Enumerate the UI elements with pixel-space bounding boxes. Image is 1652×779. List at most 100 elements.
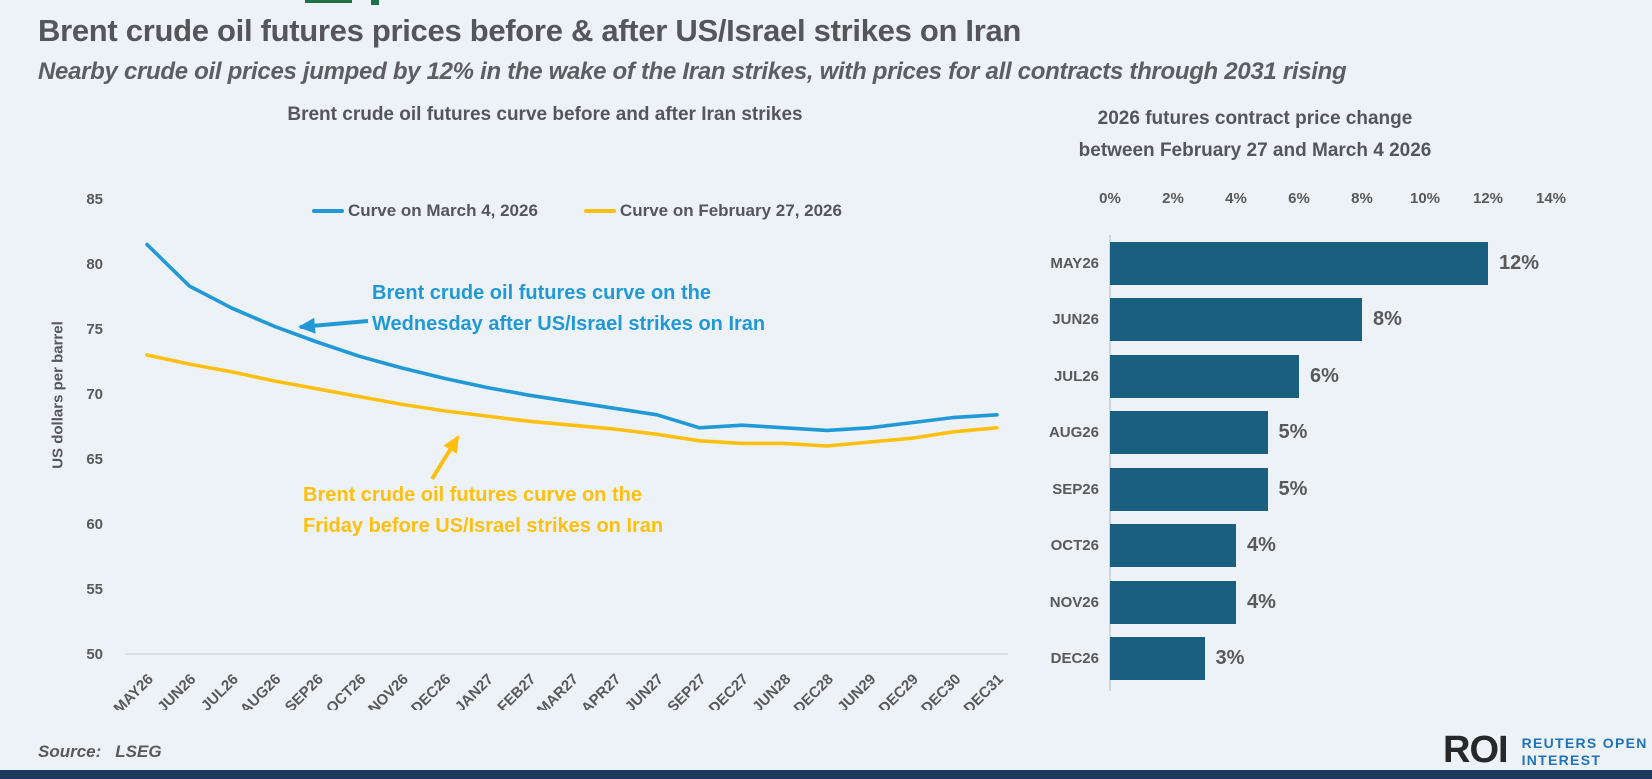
bar-dec26 [1110, 637, 1205, 681]
bar-category-label: NOV26 [1049, 593, 1099, 611]
y-tick-label: 80 [86, 256, 103, 273]
y-tick-label: 55 [86, 581, 103, 598]
bar-aug26 [1110, 411, 1268, 455]
x-tick-label: SEP27 [664, 671, 709, 710]
x-tick-label: DEC26 [408, 671, 454, 710]
bar-category-label: SEP26 [1052, 480, 1099, 498]
x-tick-label: DEC28 [791, 671, 837, 710]
curve-february-27 [145, 353, 999, 448]
line-chart-title: Brent crude oil futures curve before and… [287, 104, 803, 125]
x-tick-label: JUN26 [154, 671, 199, 710]
source-note: Source: LSEG [38, 742, 162, 762]
legend-item-march: Curve on March 4, 2026 [312, 201, 538, 221]
bar-row-nov26: NOV26 4% [1042, 574, 1642, 631]
legend-swatch-blue [312, 209, 344, 213]
legend-item-february: Curve on February 27, 2026 [583, 201, 842, 221]
bar-x-tick-label: 14% [1535, 190, 1567, 207]
x-tick-label: FEB27 [494, 671, 539, 710]
bar-x-tick-label: 2% [1162, 190, 1184, 207]
x-tick-label: DEC27 [706, 671, 752, 710]
annotation-after-line1: Brent crude oil futures curve on the [372, 282, 711, 304]
x-tick-label: APR27 [578, 671, 624, 710]
bar-jun26 [1110, 298, 1362, 342]
x-tick-label: NOV26 [365, 671, 412, 710]
x-tick-label: JUN28 [749, 671, 794, 710]
bar-category-label: AUG26 [1048, 424, 1099, 442]
green-accent-dot [371, 0, 379, 5]
bottom-accent-bar [0, 770, 1652, 779]
bar-value-label: 4% [1247, 590, 1276, 613]
bar-chart-title: 2026 futures contract price change betwe… [1040, 103, 1470, 167]
y-tick-label: 65 [86, 451, 103, 468]
bar-category-label: DEC26 [1050, 650, 1099, 668]
arrow-to-yellow-curve [430, 435, 460, 481]
x-tick-label: DEC29 [876, 671, 922, 710]
bar-category-label: MAY26 [1050, 254, 1099, 272]
x-tick-label: DEC31 [961, 671, 1007, 710]
line-chart-plot: 8580757065605550MAY26JUN26JUL26AUG26SEP2… [86, 191, 1008, 710]
page-title: Brent crude oil futures prices before & … [38, 13, 1022, 48]
bar-value-label: 3% [1215, 647, 1245, 670]
bar-sep26 [1110, 467, 1268, 511]
bar-chart-x-axis: 0% 2% 4% 6% 8% 10% 12% 14% [1042, 190, 1642, 210]
roi-logo: ROI REUTERS OPEN INTEREST [1443, 731, 1648, 769]
bar-category-label: OCT26 [1050, 537, 1099, 555]
bar-value-label: 4% [1247, 534, 1276, 557]
bar-row-jul26: JUL26 6% [1042, 348, 1642, 405]
bar-chart-title-line2: between February 27 and March 4 2026 [1078, 140, 1432, 161]
annotation-after-line2: Wednesday after US/Israel strikes on Ira… [372, 313, 766, 335]
x-tick-label: MAY26 [110, 671, 156, 710]
x-tick-label: MAR27 [534, 671, 582, 710]
bar-may26 [1110, 241, 1488, 285]
roi-logo-line2: INTEREST [1521, 752, 1602, 768]
y-tick-label: 85 [86, 191, 103, 208]
bar-chart-title-line1: 2026 futures contract price change [1097, 108, 1413, 129]
annotation-before-strikes: Brent crude oil futures curve on the Fri… [303, 480, 663, 542]
bar-category-label: JUL26 [1053, 367, 1099, 385]
annotation-before-line2: Friday before US/Israel strikes on Iran [303, 515, 664, 537]
legend-label-february: Curve on February 27, 2026 [619, 201, 842, 220]
roi-logo-mark: ROI [1443, 729, 1509, 771]
bar-row-may26: MAY26 12% [1042, 235, 1642, 292]
bar-nov26 [1110, 580, 1236, 624]
x-tick-label: JUN27 [622, 671, 667, 710]
bar-value-label: 5% [1278, 421, 1308, 444]
bar-value-label: 5% [1278, 477, 1308, 500]
bar-category-label: JUN26 [1052, 311, 1099, 329]
x-tick-label: JUL26 [198, 671, 242, 710]
roi-logo-text: REUTERS OPEN INTEREST [1522, 735, 1648, 769]
x-tick-label: JUN29 [834, 671, 879, 710]
bar-x-tick-label: 6% [1288, 190, 1310, 207]
annotation-before-line1: Brent crude oil futures curve on the [303, 484, 642, 506]
bar-row-jun26: JUN26 8% [1042, 292, 1642, 349]
bar-x-tick-label: 10% [1409, 190, 1441, 207]
y-tick-label: 70 [86, 386, 103, 403]
x-tick-label: OCT26 [323, 671, 369, 710]
bar-oct26 [1110, 524, 1236, 568]
legend-label-march: Curve on March 4, 2026 [348, 201, 538, 220]
bar-chart-axis-line [1109, 235, 1111, 691]
source-value: LSEG [115, 742, 162, 761]
bar-chart-plot: 0% 2% 4% 6% 8% 10% 12% 14% MAY26 12% JUN26 8% JUL26… [1042, 190, 1642, 700]
page-subtitle: Nearby crude oil prices jumped by 12% in… [38, 58, 1347, 85]
bar-x-tick-label: 8% [1351, 190, 1373, 207]
bar-x-tick-label: 12% [1472, 190, 1504, 207]
y-tick-label: 60 [86, 516, 103, 533]
source-label: Source: [38, 742, 102, 761]
annotation-after-strikes: Brent crude oil futures curve on the Wed… [372, 278, 765, 340]
y-tick-label: 50 [86, 646, 103, 663]
roi-logo-line1: REUTERS OPEN [1521, 735, 1648, 751]
curve-march-4 [145, 242, 999, 433]
x-tick-label: AUG26 [237, 671, 284, 710]
bar-row-dec26: DEC26 3% [1042, 631, 1642, 688]
bar-row-oct26: OCT26 4% [1042, 518, 1642, 575]
bar-value-label: 8% [1373, 308, 1402, 331]
bar-value-label: 12% [1499, 251, 1540, 274]
y-tick-label: 75 [86, 321, 103, 338]
bar-row-sep26: SEP26 5% [1042, 461, 1642, 518]
bar-x-tick-label: 4% [1225, 190, 1247, 207]
bar-jul26 [1110, 354, 1299, 398]
x-tick-label: SEP26 [282, 671, 327, 710]
bar-x-tick-label: 0% [1099, 190, 1121, 207]
bar-chart-rows: MAY26 12% JUN26 8% JUL26 6% AUG26 5% SEP26 5% OCT2… [1042, 235, 1642, 687]
